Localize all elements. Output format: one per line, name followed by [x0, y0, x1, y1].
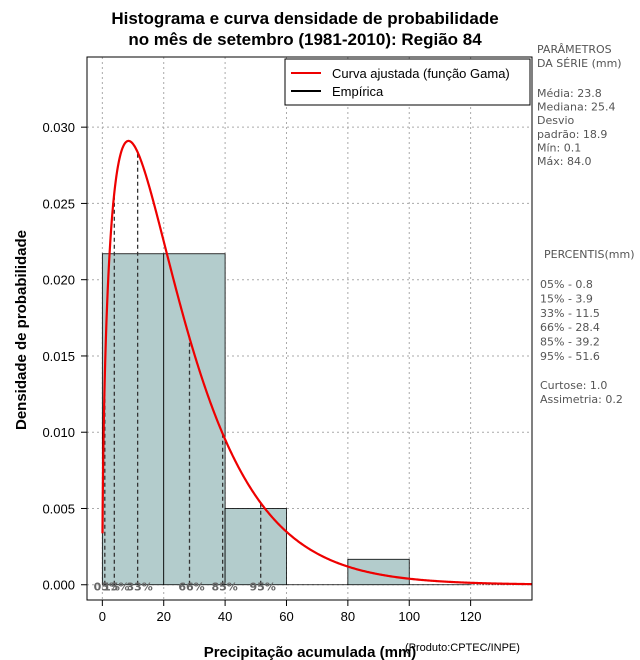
percentile-label-5: 95%: [250, 581, 276, 594]
plot-frame: [86, 56, 533, 601]
x-tick-label-6: 120: [460, 609, 482, 624]
y-tick-label-2: 0.010: [42, 425, 75, 440]
y-tick-label-5: 0.025: [42, 196, 75, 211]
credit-label: (Produto:CPTEC/INPE): [405, 642, 520, 654]
gamma-curve: [101, 139, 533, 586]
y-tick-label-3: 0.015: [42, 349, 75, 364]
plot-border: [86, 56, 533, 601]
percentile-label-2: 33%: [126, 581, 152, 594]
x-tick-label-5: 100: [398, 609, 420, 624]
stat-line-1: Assimetria: 0.2: [540, 393, 623, 406]
y-tick-label-6: 0.030: [42, 120, 75, 135]
y-tick-label-1: 0.005: [42, 501, 75, 516]
histogram-bars: [101, 253, 532, 586]
percentile-label-1: 15%: [103, 581, 129, 594]
y-tick-label-0: 0.000: [42, 578, 75, 593]
percentile-label-3: 66%: [178, 581, 204, 594]
param-line-3: padrão: 18.9: [537, 128, 607, 141]
gamma-curve-line: [101, 139, 533, 586]
x-axis: 0 20 40 60 80 100 120: [99, 600, 482, 624]
legend-box: [284, 58, 531, 106]
percentil-line-2: 33% - 11.5: [540, 307, 600, 320]
percentil-line-5: 95% - 51.6: [540, 350, 600, 363]
percentile-label-0: 05%: [94, 581, 120, 594]
x-tick-label-1: 20: [156, 609, 170, 624]
side-panel: PARÂMETROS DA SÉRIE (mm) Média: 23.8Media…: [537, 43, 635, 406]
percentile-label-4: 85%: [211, 581, 237, 594]
x-tick-label-4: 80: [341, 609, 355, 624]
histogram-bar-4: [347, 558, 410, 586]
axis-labels: Precipitação acumulada (mm) Densidade de …: [13, 230, 520, 660]
x-tick-label-2: 40: [218, 609, 232, 624]
percentil-line-0: 05% - 0.8: [540, 278, 593, 291]
histogram-bar-0: [101, 253, 165, 586]
param-line-5: Máx: 84.0: [537, 155, 591, 168]
params-header-1: DA SÉRIE (mm): [537, 57, 622, 70]
legend-label-1: Empírica: [332, 84, 384, 99]
x-tick-label-3: 60: [279, 609, 293, 624]
y-axis: 0.000 0.005 0.010 0.015 0.020 0.025 0.030: [42, 120, 87, 593]
title-line-1: Histograma e curva densidade de probabil…: [111, 9, 498, 28]
y-axis-label: Densidade de probabilidade: [13, 230, 30, 430]
x-tick-label-0: 0: [99, 609, 106, 624]
chart-title: Histograma e curva densidade de probabil…: [111, 9, 498, 49]
percentil-line-3: 66% - 28.4: [540, 321, 600, 334]
histogram-bar-2: [224, 508, 287, 586]
legend-label-0: Curva ajustada (função Gama): [332, 66, 510, 81]
title-line-2: no mês de setembro (1981-2010): Região 8…: [128, 30, 482, 49]
percentil-line-1: 15% - 3.9: [540, 292, 593, 305]
param-line-4: Mín: 0.1: [537, 141, 581, 154]
param-line-0: Média: 23.8: [537, 87, 602, 100]
params-header-0: PARÂMETROS: [537, 43, 612, 56]
percentile-lines: 05%15%33% 66% 85% 95%: [94, 152, 276, 594]
histogram-bar-1: [163, 253, 226, 586]
percentis-header: PERCENTIS(mm): [544, 248, 635, 261]
percentil-line-4: 85% - 39.2: [540, 336, 600, 349]
stat-line-0: Curtose: 1.0: [540, 379, 607, 392]
x-axis-label: Precipitação acumulada (mm): [204, 644, 417, 660]
y-tick-label-4: 0.020: [42, 273, 75, 288]
param-line-1: Mediana: 25.4: [537, 101, 615, 114]
param-line-2: Desvio: [537, 114, 575, 127]
legend: Curva ajustada (função Gama) Empírica: [284, 58, 531, 106]
